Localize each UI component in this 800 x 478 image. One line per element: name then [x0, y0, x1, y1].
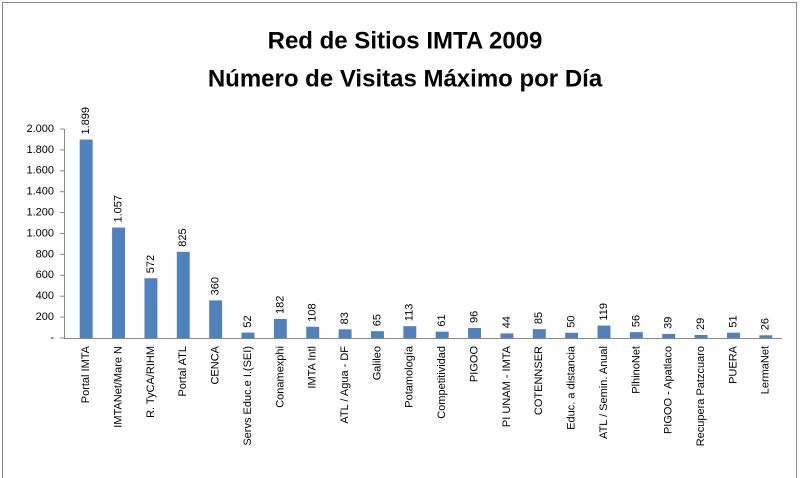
y-tick-label: 2.000	[26, 123, 54, 135]
value-label: 1.899	[80, 107, 92, 135]
bar	[176, 251, 190, 338]
x-tick-label: PUERA	[727, 345, 739, 384]
x-tick-label: Conamexphi	[274, 346, 286, 408]
value-label: 65	[371, 314, 383, 326]
chart-title: Red de Sitios IMTA 2009	[268, 27, 543, 54]
value-label: 182	[274, 296, 286, 314]
value-label: 108	[307, 303, 319, 321]
value-label: 85	[533, 312, 545, 324]
x-tick-label: LermaNet	[760, 346, 772, 394]
bar	[629, 332, 643, 338]
value-label: 96	[468, 311, 480, 323]
bar	[565, 332, 579, 338]
value-label: 56	[630, 315, 642, 327]
bar	[338, 329, 352, 338]
y-tick-label: 200	[36, 311, 54, 323]
x-tick-label: PI UNAM - IMTA	[501, 345, 513, 427]
x-tick-label: IMTANet/Mare N	[112, 346, 124, 428]
value-label: 52	[242, 315, 254, 327]
value-label: 61	[436, 314, 448, 326]
y-tick-label: 1.000	[26, 227, 54, 239]
value-label: 119	[598, 303, 610, 321]
y-tick-label: 400	[36, 290, 54, 302]
x-tick-label: Galileo	[371, 346, 383, 380]
bar	[370, 331, 384, 338]
value-label: 113	[404, 304, 416, 322]
x-tick-label: Competitividad	[436, 346, 448, 419]
bar	[273, 318, 287, 338]
bar	[532, 329, 546, 338]
bar	[403, 326, 417, 338]
x-tick-label: Portal ATL	[177, 346, 189, 397]
bar	[694, 334, 708, 338]
x-tick-label: Recupera Patzcuaro	[695, 346, 707, 446]
x-tick-label: Educ. a distancia	[566, 345, 578, 430]
bar	[500, 333, 514, 338]
y-tick-label: 800	[36, 248, 54, 260]
x-tick-label: R. TyCA/RIHM	[145, 346, 157, 418]
bar	[209, 300, 223, 338]
x-tick-label: PIGOO	[468, 346, 480, 383]
bar	[435, 331, 449, 338]
x-tick-label: PlhinoNet	[630, 346, 642, 394]
bar	[79, 139, 93, 338]
y-tick-label: 1.200	[26, 207, 54, 219]
value-label: 572	[145, 255, 157, 273]
value-label: 51	[727, 315, 739, 327]
bar	[759, 335, 773, 338]
bar	[726, 332, 740, 338]
value-label: 26	[760, 318, 772, 330]
y-tick-label: 1.600	[26, 165, 54, 177]
x-tick-label: PIGOO - Apatlaco	[663, 346, 675, 434]
y-tick-label: 1.400	[26, 186, 54, 198]
x-tick-label: IMTA Intl	[307, 346, 319, 389]
bar	[662, 333, 676, 338]
x-tick-label: Potamología	[404, 345, 416, 408]
value-label: 50	[566, 316, 578, 328]
value-label: 29	[695, 318, 707, 330]
bar	[144, 278, 158, 338]
value-label: 39	[663, 317, 675, 329]
value-label: 360	[210, 277, 222, 295]
x-tick-label: Portal IMTA	[80, 345, 92, 403]
bar	[112, 227, 126, 338]
y-tick-label: 600	[36, 269, 54, 281]
x-tick-label: Servs Educ.e I.(SEI)	[242, 346, 254, 446]
x-tick-label: ATL / Agua - DF	[339, 346, 351, 424]
x-tick-label: CENCA	[210, 345, 222, 384]
x-tick-label: COTENNSER	[533, 346, 545, 415]
value-label: 83	[339, 312, 351, 324]
bar	[241, 332, 255, 338]
chart-subtitle: Número de Visitas Máximo por Día	[208, 65, 603, 92]
y-tick-label: 1.800	[26, 144, 54, 156]
value-label: 44	[501, 316, 513, 328]
bar	[306, 326, 320, 338]
bar	[597, 325, 611, 338]
y-tick-label: -	[50, 332, 54, 344]
value-label: 1.057	[112, 195, 124, 223]
x-tick-label: ATL / Semin. Anual	[598, 346, 610, 439]
value-label: 825	[177, 228, 189, 246]
bar	[468, 327, 482, 338]
